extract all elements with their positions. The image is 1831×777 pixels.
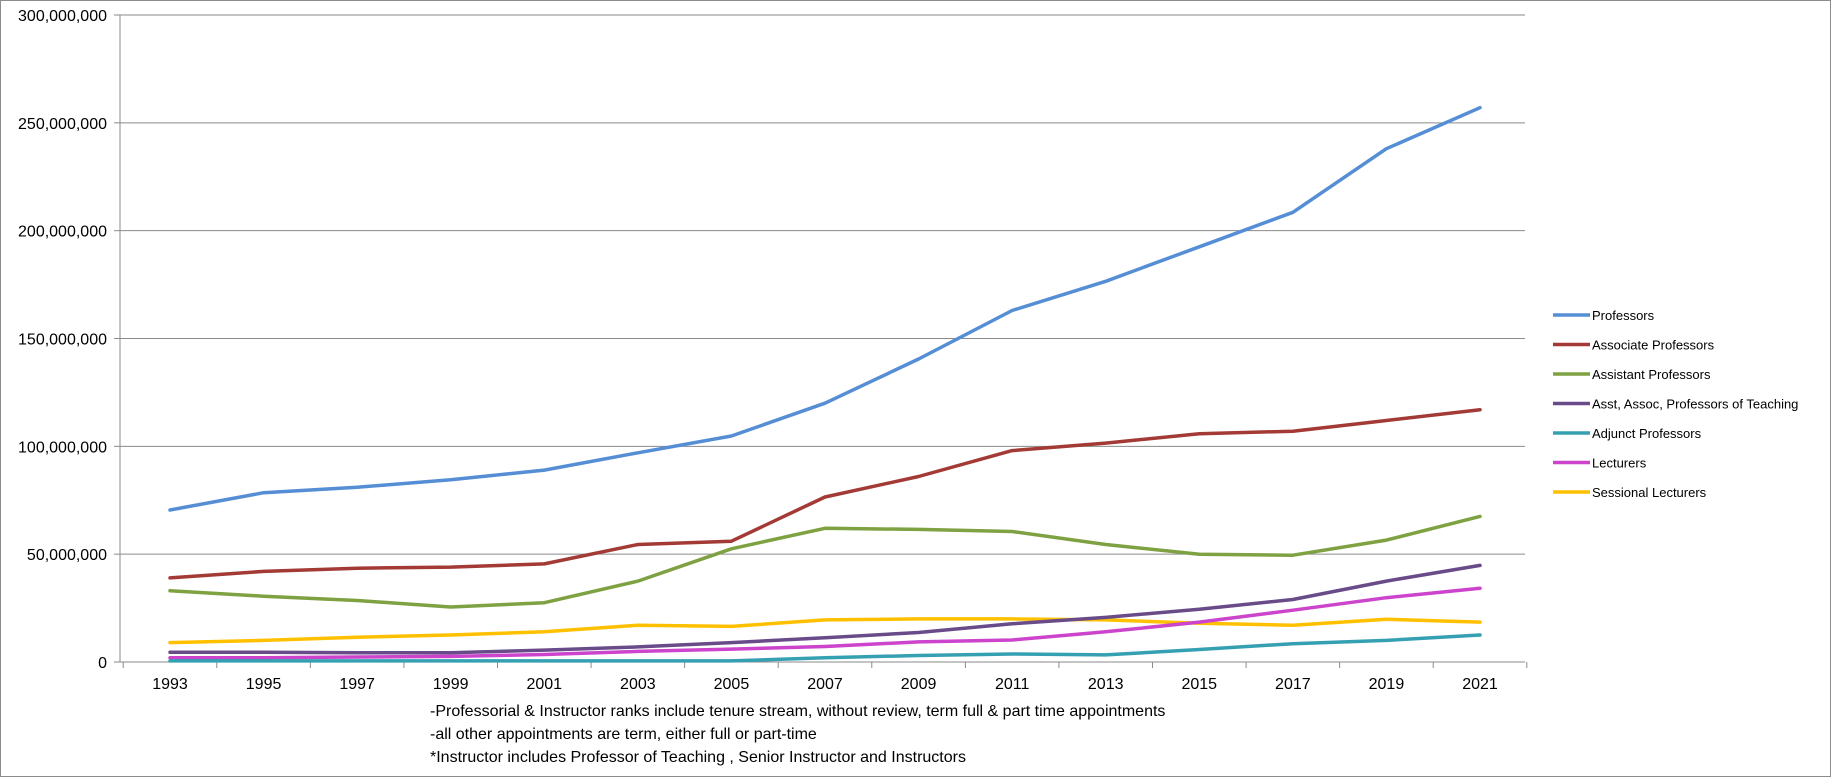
y-tick-label: 50,000,000 [27, 547, 107, 564]
x-tick-label: 2019 [1369, 676, 1405, 693]
footnote-3: *Instructor includes Professor of Teachi… [430, 749, 966, 766]
footnote-2: -all other appointments are term, either… [430, 726, 817, 743]
x-tick-label: 2009 [901, 676, 937, 693]
legend: Professors Associate Professors Assistant … [1553, 308, 1798, 500]
y-axis-tick-labels: 0 50,000,000 100,000,000 150,000,000 200,000… [18, 8, 107, 672]
series-line-professors [168, 105, 1482, 512]
y-tick-label: 0 [98, 655, 107, 672]
x-tick-label: 2015 [1181, 676, 1217, 693]
x-tick-label: 2003 [620, 676, 656, 693]
series-line-adjunct-professors [168, 633, 1482, 663]
series-line-asst-assoc-professors-of-teaching [168, 563, 1482, 655]
y-tick-label: 200,000,000 [18, 224, 107, 241]
y-tick-label: 250,000,000 [18, 116, 107, 133]
x-tick-label: 2021 [1462, 676, 1498, 693]
series-lines [168, 105, 1482, 663]
legend-label-assistant-professors: Assistant Professors [1592, 367, 1711, 382]
x-tick-label: 1999 [433, 676, 469, 693]
y-tick-label: 300,000,000 [18, 8, 107, 25]
y-tick-label: 100,000,000 [18, 439, 107, 456]
legend-label-asst-assoc-professors-of-teaching: Asst, Assoc, Professors of Teaching [1592, 397, 1798, 412]
x-tick-label: 1995 [246, 676, 282, 693]
x-tick-label: 2017 [1275, 676, 1311, 693]
x-axis-tick-labels: 1993 1995 1997 1999 2001 2003 2005 2007 2009 2011… [152, 676, 1498, 693]
x-tick-label: 2001 [526, 676, 562, 693]
legend-label-sessional-lecturers: Sessional Lecturers [1592, 485, 1707, 500]
x-tick-label: 2011 [995, 676, 1030, 693]
legend-label-associate-professors: Associate Professors [1592, 338, 1715, 353]
y-tick-label: 150,000,000 [18, 332, 107, 349]
series-line-sessional-lecturers [168, 617, 1482, 645]
legend-label-professors: Professors [1592, 308, 1655, 323]
gridlines [120, 14, 1525, 555]
x-tick-label: 2013 [1088, 676, 1124, 693]
legend-label-lecturers: Lecturers [1592, 456, 1647, 471]
series-line-assistant-professors [168, 514, 1482, 609]
series-line-associate-professors [168, 407, 1482, 580]
footnote-1: -Professorial & Instructor ranks include… [430, 703, 1166, 720]
x-tick-label: 1997 [339, 676, 375, 693]
series-line-lecturers [168, 586, 1482, 660]
legend-label-adjunct-professors: Adjunct Professors [1592, 426, 1702, 441]
x-tick-label: 1993 [152, 676, 188, 693]
x-tick-label: 2005 [714, 676, 750, 693]
x-tick-label: 2007 [807, 676, 843, 693]
